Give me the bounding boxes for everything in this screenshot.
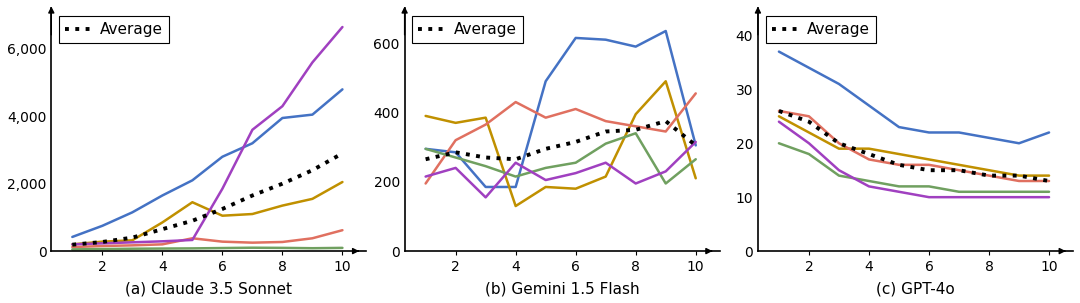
X-axis label: (b) Gemini 1.5 Flash: (b) Gemini 1.5 Flash <box>485 281 639 296</box>
X-axis label: (c) GPT-4o: (c) GPT-4o <box>876 281 955 296</box>
Legend: Average: Average <box>766 16 876 43</box>
Legend: Average: Average <box>59 16 170 43</box>
Legend: Average: Average <box>413 16 523 43</box>
X-axis label: (a) Claude 3.5 Sonnet: (a) Claude 3.5 Sonnet <box>125 281 293 296</box>
